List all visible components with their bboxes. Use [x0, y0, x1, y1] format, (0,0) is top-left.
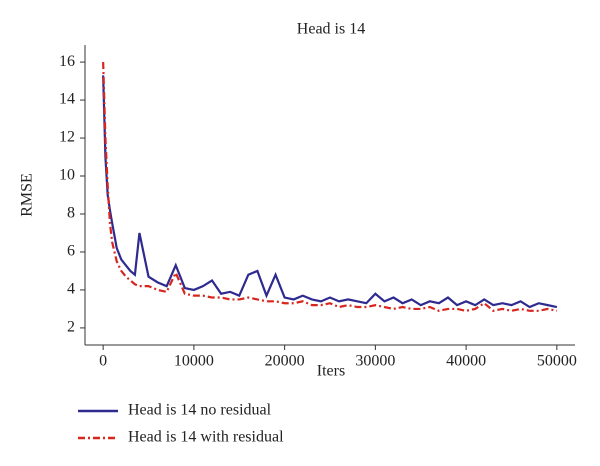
x-tick-label: 0: [99, 353, 107, 370]
y-tick-label: 14: [59, 91, 75, 108]
x-tick-label: 40000: [446, 353, 486, 370]
legend-label: Head is 14 no residual: [128, 402, 272, 419]
y-tick-label: 16: [59, 53, 75, 70]
x-axis-label: Iters: [317, 363, 345, 380]
y-tick-label: 12: [59, 129, 75, 146]
y-tick-label: 4: [67, 281, 75, 298]
series-line: [102, 62, 558, 313]
y-tick-label: 6: [67, 243, 75, 260]
y-axis-label: RMSE: [19, 173, 36, 217]
legend-label: Head is 14 with residual: [128, 429, 284, 446]
y-tick-label: 8: [67, 205, 75, 222]
x-tick-label: 10000: [174, 353, 214, 370]
series-line: [102, 75, 558, 309]
x-tick-label: 50000: [537, 353, 577, 370]
y-tick-label: 10: [59, 167, 75, 184]
chart-title: Head is 14: [297, 21, 365, 38]
x-tick-label: 20000: [265, 353, 305, 370]
y-tick-label: 2: [67, 319, 75, 336]
x-tick-label: 30000: [355, 353, 395, 370]
